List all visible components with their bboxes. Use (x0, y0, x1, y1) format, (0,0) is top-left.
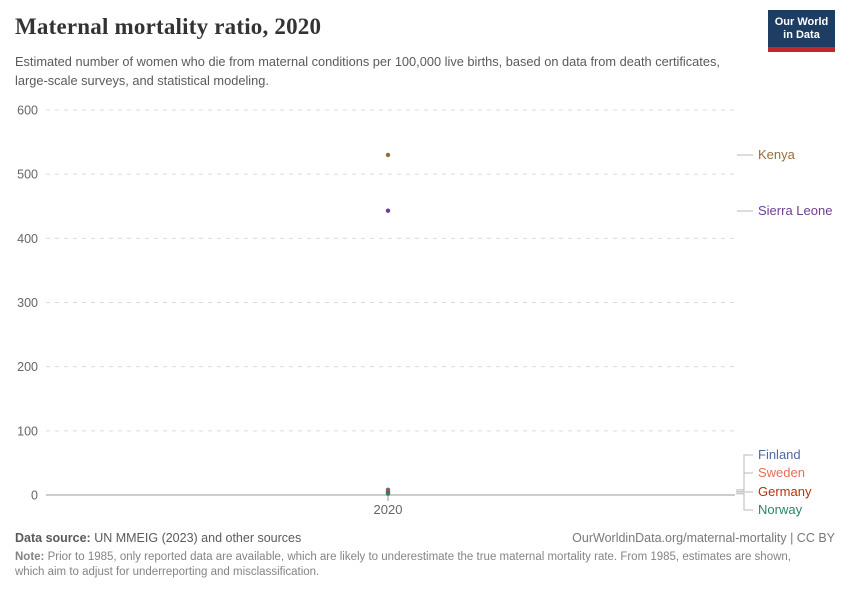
note-value: Prior to 1985, only reported data are av… (15, 551, 791, 578)
data-source: Data source: UN MMEIG (2023) and other s… (15, 531, 301, 545)
y-tick-label-600: 600 (17, 104, 38, 118)
footer: Data source: UN MMEIG (2023) and other s… (15, 531, 835, 545)
data-source-value: UN MMEIG (2023) and other sources (90, 531, 302, 545)
owid-logo-line2: in Data (783, 29, 820, 41)
series-label-norway[interactable]: Norway (758, 502, 803, 517)
chart-subtitle: Estimated number of women who die from m… (15, 54, 720, 88)
data-point-kenya[interactable] (385, 152, 391, 158)
series-label-finland[interactable]: Finland (758, 447, 801, 462)
series-label-germany[interactable]: Germany (758, 484, 812, 499)
chart-title: Maternal mortality ratio, 2020 (15, 14, 322, 39)
label-connector-finland (736, 454, 753, 491)
data-point-norway[interactable] (385, 491, 391, 496)
series-label-sierra-leone[interactable]: Sierra Leone (758, 203, 833, 218)
y-tick-label-300: 300 (17, 296, 38, 310)
owid-logo[interactable]: Our World in Data (768, 10, 835, 52)
data-source-label: Data source: (15, 531, 91, 545)
chart-note: Note: Prior to 1985, only reported data … (15, 550, 810, 580)
series-label-kenya[interactable]: Kenya (758, 147, 795, 162)
y-tick-label-0: 0 (31, 489, 38, 503)
y-tick-label-400: 400 (17, 232, 38, 246)
y-tick-label-100: 100 (17, 424, 38, 438)
owid-link[interactable]: OurWorldinData.org/maternal-mortality | … (572, 531, 835, 545)
data-point-sierra-leone[interactable] (385, 208, 391, 213)
owid-logo-line1: Our World (774, 16, 829, 28)
y-tick-label-200: 200 (17, 360, 38, 374)
note-label: Note: (15, 551, 45, 563)
y-tick-label-500: 500 (17, 168, 38, 182)
x-tick-label-2020: 2020 (374, 502, 403, 517)
label-connector-norway (736, 493, 753, 511)
label-connector-sweden (736, 472, 753, 493)
series-label-sweden[interactable]: Sweden (758, 465, 805, 480)
